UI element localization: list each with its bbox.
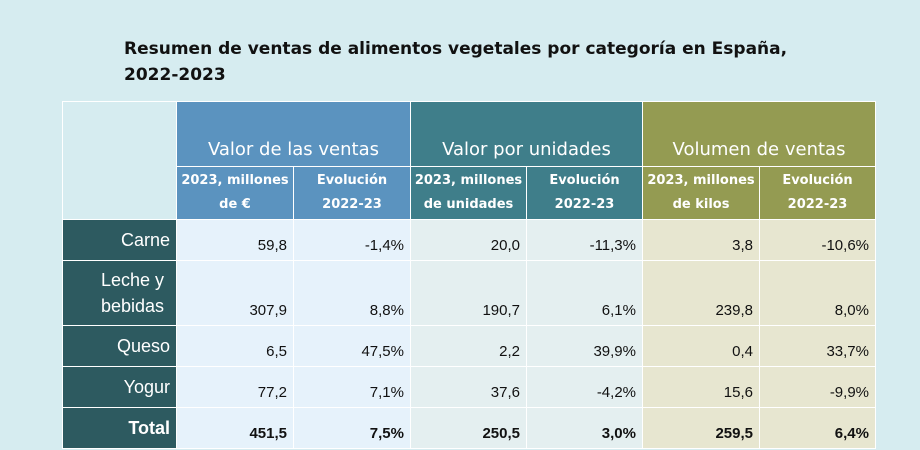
- table-cell: 0,4: [642, 325, 760, 367]
- table-cell: 7,5%: [293, 407, 411, 449]
- table-cell: 239,8: [642, 260, 760, 326]
- table-cell: 37,6: [410, 366, 527, 408]
- group-header-unit-value: Valor por unidades: [410, 101, 643, 167]
- table-cell: 451,5: [176, 407, 294, 449]
- table-cell: 47,5%: [293, 325, 411, 367]
- table-row: Queso 6,5 47,5% 2,2 39,9% 0,4 33,7%: [62, 325, 876, 367]
- row-label: Carne: [62, 219, 177, 261]
- table-cell: 3,0%: [526, 407, 643, 449]
- table-cell: 39,9%: [526, 325, 643, 367]
- table-cell: -10,6%: [759, 219, 876, 261]
- table-cell: 8,8%: [293, 260, 411, 326]
- table-row: Yogur 77,2 7,1% 37,6 -4,2% 15,6 -9,9%: [62, 366, 876, 408]
- table-cell: 190,7: [410, 260, 527, 326]
- table-cell: 3,8: [642, 219, 760, 261]
- subheader-units-evolution: Evolución 2022-23: [526, 166, 643, 220]
- subheader-volume-evolution: Evolución 2022-23: [759, 166, 876, 220]
- subheader-units-2023: 2023, millones de unidades: [410, 166, 527, 220]
- row-label: Queso: [62, 325, 177, 367]
- row-label-total: Total: [62, 407, 177, 449]
- table-cell: -1,4%: [293, 219, 411, 261]
- table-cell: -4,2%: [526, 366, 643, 408]
- table-cell: 6,4%: [759, 407, 876, 449]
- table-cell: 6,5: [176, 325, 294, 367]
- table-cell: 59,8: [176, 219, 294, 261]
- table-cell: 77,2: [176, 366, 294, 408]
- subheader-volume-2023: 2023, millones de kilos: [642, 166, 760, 220]
- table-cell: 6,1%: [526, 260, 643, 326]
- table-cell: 250,5: [410, 407, 527, 449]
- group-header-volume: Volumen de ventas: [642, 101, 876, 167]
- row-label: Leche y bebidas: [62, 260, 177, 326]
- table-cell: 7,1%: [293, 366, 411, 408]
- subheader-sales-evolution: Evolución 2022-23: [293, 166, 411, 220]
- row-label: Yogur: [62, 366, 177, 408]
- table-cell: 15,6: [642, 366, 760, 408]
- table-cell: 307,9: [176, 260, 294, 326]
- table-cell: 20,0: [410, 219, 527, 261]
- table-cell: -11,3%: [526, 219, 643, 261]
- table-cell: -9,9%: [759, 366, 876, 408]
- table-cell: 259,5: [642, 407, 760, 449]
- subheader-sales-2023: 2023, millones de €: [176, 166, 294, 220]
- table-title: Resumen de ventas de alimentos vegetales…: [124, 39, 788, 85]
- table-row-total: Total 451,5 7,5% 250,5 3,0% 259,5 6,4%: [62, 407, 876, 449]
- table-row: Carne 59,8 -1,4% 20,0 -11,3% 3,8 -10,6%: [62, 219, 876, 261]
- corner-cell: [62, 166, 177, 220]
- sales-table: Valor de las ventas Valor por unidades V…: [62, 101, 876, 449]
- corner-cell: [62, 101, 177, 167]
- table-row: Leche y bebidas 307,9 8,8% 190,7 6,1% 23…: [62, 260, 876, 326]
- table-cell: 2,2: [410, 325, 527, 367]
- table-cell: 8,0%: [759, 260, 876, 326]
- table-cell: 33,7%: [759, 325, 876, 367]
- group-header-sales-value: Valor de las ventas: [176, 101, 411, 167]
